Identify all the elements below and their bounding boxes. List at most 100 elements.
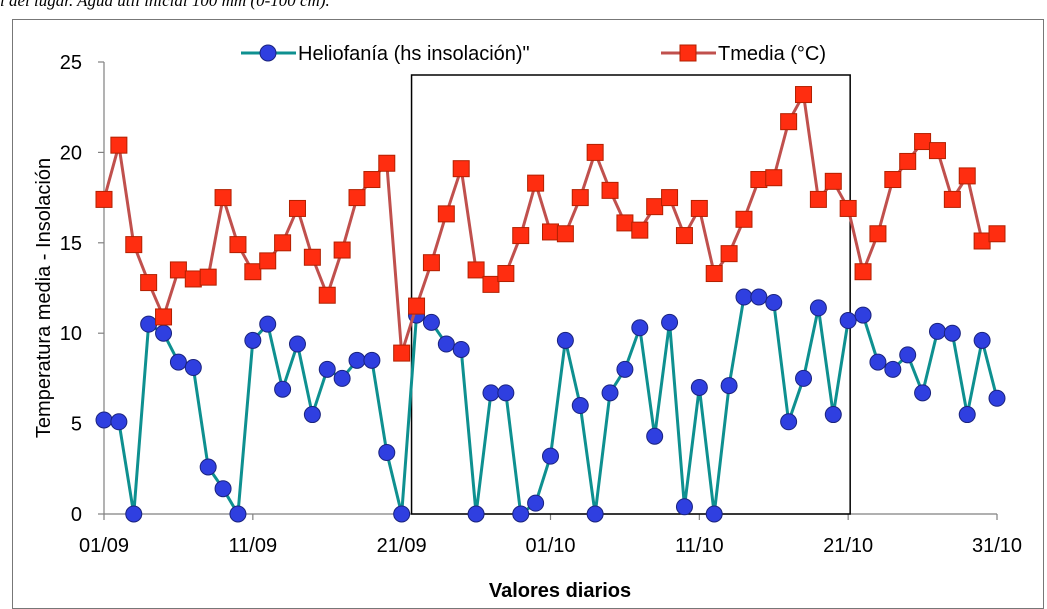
data-point xyxy=(839,312,857,330)
data-point xyxy=(155,324,173,342)
y-tick-label: 10 xyxy=(60,323,82,345)
data-point xyxy=(288,335,306,353)
data-point xyxy=(422,313,440,331)
x-axis-title: Valores diarios xyxy=(489,580,631,602)
data-point xyxy=(601,181,619,199)
data-point xyxy=(839,199,857,217)
data-point xyxy=(869,353,887,371)
data-point xyxy=(303,248,321,266)
data-point xyxy=(661,313,679,331)
data-point xyxy=(214,189,232,207)
data-point xyxy=(110,413,128,431)
data-point xyxy=(646,427,664,445)
data-point xyxy=(467,505,485,523)
data-point xyxy=(675,498,693,516)
data-point xyxy=(393,505,411,523)
data-point xyxy=(452,340,470,358)
data-point xyxy=(928,322,946,340)
data-point xyxy=(408,297,426,315)
data-point xyxy=(765,293,783,311)
legend-marker xyxy=(679,44,697,62)
y-tick-label: 5 xyxy=(71,414,82,436)
data-point xyxy=(348,189,366,207)
data-point xyxy=(378,444,396,462)
highlight-box xyxy=(410,74,851,515)
data-point xyxy=(512,227,530,245)
data-point xyxy=(497,384,515,402)
data-point xyxy=(705,265,723,283)
data-point xyxy=(274,234,292,252)
legend-label: Heliofanía (hs insolación)" xyxy=(298,43,530,65)
data-point xyxy=(765,169,783,187)
data-point xyxy=(556,331,574,349)
data-point xyxy=(318,286,336,304)
data-point xyxy=(259,252,277,270)
data-point xyxy=(169,353,187,371)
x-tick-label: 11/09 xyxy=(229,535,278,557)
data-point xyxy=(795,369,813,387)
data-point xyxy=(140,315,158,333)
data-point xyxy=(973,232,991,250)
data-point xyxy=(125,505,143,523)
data-point xyxy=(705,505,723,523)
data-point xyxy=(452,160,470,178)
legend-label: Tmedia (°C) xyxy=(718,43,826,65)
data-point xyxy=(899,152,917,170)
data-point xyxy=(556,225,574,243)
data-point xyxy=(140,274,158,292)
data-point xyxy=(958,167,976,185)
data-point xyxy=(229,236,247,254)
y-tick-label: 0 xyxy=(71,504,82,526)
data-point xyxy=(527,494,545,512)
data-point xyxy=(199,458,217,476)
series-tmedia xyxy=(95,86,1006,362)
series-heliofania xyxy=(95,288,1006,523)
data-point xyxy=(914,384,932,402)
data-point xyxy=(824,406,842,424)
data-point xyxy=(690,378,708,396)
data-point xyxy=(690,199,708,217)
data-point xyxy=(125,236,143,254)
data-point xyxy=(497,265,515,283)
data-point xyxy=(542,223,559,241)
data-point xyxy=(616,360,634,378)
data-point xyxy=(824,172,842,190)
series-line xyxy=(103,295,999,516)
data-point xyxy=(661,189,679,207)
data-point xyxy=(884,360,902,378)
data-point xyxy=(288,199,306,217)
data-point xyxy=(437,335,455,353)
data-point xyxy=(586,143,604,161)
data-point xyxy=(914,133,932,151)
data-point xyxy=(631,221,649,239)
data-point xyxy=(184,359,202,377)
x-tick-label: 01/10 xyxy=(525,535,575,557)
data-point xyxy=(750,288,768,306)
data-point xyxy=(229,505,247,523)
data-point xyxy=(795,86,813,104)
data-point xyxy=(899,346,917,364)
data-point xyxy=(527,174,545,192)
data-point xyxy=(467,261,485,279)
data-point xyxy=(988,225,1006,243)
data-point xyxy=(854,306,872,324)
legend-item-heliofania: Heliofanía (hs insolación)" xyxy=(241,43,530,65)
data-point xyxy=(720,377,738,395)
data-point xyxy=(571,397,589,415)
data-point xyxy=(259,315,277,333)
data-point xyxy=(110,136,128,154)
data-point xyxy=(393,344,411,362)
data-point xyxy=(988,389,1006,407)
data-point xyxy=(854,263,872,281)
data-point xyxy=(169,261,187,279)
data-point xyxy=(318,360,336,378)
legend-marker xyxy=(259,44,277,62)
data-point xyxy=(482,384,500,402)
data-point xyxy=(378,154,396,172)
y-axis-title: Temperatura media - Insolación xyxy=(33,158,55,438)
series-layer xyxy=(95,86,1006,523)
data-point xyxy=(928,142,946,160)
data-point xyxy=(735,288,753,306)
x-tick-label: 21/09 xyxy=(377,535,427,557)
